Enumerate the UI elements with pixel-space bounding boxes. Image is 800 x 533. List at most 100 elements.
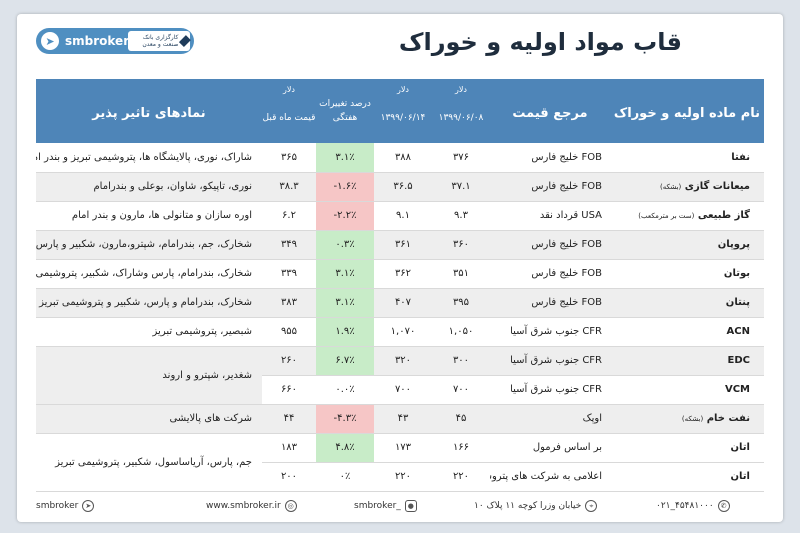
price-reference-cell: بر اساس فرمول: [490, 433, 610, 463]
prev-month-price-cell: ۳۶۵: [262, 143, 316, 173]
footer-address-text: خیابان وزرا کوچه ۱۱ پلاک ۱۰: [474, 501, 582, 511]
material-name-cell: نفتا: [610, 143, 764, 173]
header-price-reference: مرجع قیمت: [490, 79, 610, 143]
prev-month-price-cell: ۳۴۹: [262, 230, 316, 260]
material-name: بوتان: [723, 268, 750, 279]
affected-symbols-cell: شاراک، نوری، پالایشگاه ها، پتروشیمی تبری…: [36, 143, 262, 173]
weekly-change-cell: -۴.۳٪: [316, 404, 374, 434]
prev-month-price-cell: ۱۸۳: [262, 433, 316, 463]
affected-symbols-cell: شرکت های پالایشی: [36, 404, 262, 434]
weekly-change-cell: ۰.۰٪: [316, 375, 374, 405]
prev-month-price-cell: ۶۶۰: [262, 375, 316, 405]
weekly-change-cell: ۳.۱٪: [316, 143, 374, 173]
price-date1-cell: ۹.۳: [432, 201, 490, 231]
weekly-change-cell: ۶.۷٪: [316, 346, 374, 376]
bank-logo-mark: [179, 35, 192, 47]
prev-month-price-cell: ۳۸۳: [262, 288, 316, 318]
footer-website-text: www.smbroker.ir: [206, 501, 281, 511]
price-date1-cell: ۳۶۰: [432, 230, 490, 260]
price-reference-cell: CFR جنوب شرق آسیا: [490, 317, 610, 347]
price-date1-cell: ۳۷۶: [432, 143, 490, 173]
price-date1-cell: ۴۵: [432, 404, 490, 434]
prev-month-price-cell: ۶.۲: [262, 201, 316, 231]
material-name: اتان: [730, 442, 750, 453]
footer-telegram-text: smbroker: [36, 501, 79, 511]
telegram-icon: ➤: [82, 500, 95, 512]
material-name: EDC: [727, 355, 750, 366]
price-date2-cell: ۷۰۰: [374, 375, 432, 405]
price-reference-cell: FOB خلیج فارس: [490, 143, 610, 173]
table-row: نوری، تاپیکو، شاوان، بوعلی و بندرامام ۳۸.…: [36, 172, 764, 202]
material-name: میعانات گازی: [684, 181, 750, 192]
price-date1-cell: ۲۲۰: [432, 462, 490, 492]
material-name: ACN: [726, 326, 750, 337]
header-symbols: نمادهای تاثیر پذیر: [36, 79, 262, 143]
weekly-change-cell: ۳.۱٪: [316, 288, 374, 318]
affected-symbols-cell: اوره سازان و متانولی ها، مارون و بندر ام…: [36, 201, 262, 231]
weekly-change-cell: ۳.۱٪: [316, 259, 374, 289]
price-date1-cell: ۱۶۶: [432, 433, 490, 463]
affected-symbols-cell: شبصیر، پتروشیمی تبریز: [36, 317, 262, 347]
prev-month-price-cell: ۹۵۵: [262, 317, 316, 347]
footer-phone-text: ۰۲۱_۴۵۴۸۱۰۰۰: [656, 501, 714, 511]
header-material-name: نام ماده اولیه و خوراک: [610, 79, 764, 143]
footer-instagram-text: smbroker_: [354, 501, 401, 511]
footer-phone: ۰۲۱_۴۵۴۸۱۰۰۰ ✆: [656, 500, 730, 512]
affected-symbols-cell: شخارک، بندرامام و پارس، شکبیر و پتروشیمی…: [36, 288, 262, 318]
price-date2-cell: ۳۶۱: [374, 230, 432, 260]
telegram-icon: ➤: [41, 32, 59, 50]
affected-symbols-cell: نوری، تاپیکو، شاوان، بوعلی و بندرامام: [36, 172, 262, 202]
globe-icon: ◎: [284, 500, 297, 512]
material-name: گاز طبیعی: [697, 210, 750, 221]
material-name-cell: میعانات گازی (بشکه): [610, 172, 764, 202]
price-date2-cell: ۲۲۰: [374, 462, 432, 492]
price-date1-cell: ۳۰۰: [432, 346, 490, 376]
page-title: قاب مواد اولیه و خوراک: [398, 28, 682, 56]
price-date1-cell: ۳۷.۱: [432, 172, 490, 202]
material-name-cell: EDC: [610, 346, 764, 376]
price-date2-cell: ۳۶۲: [374, 259, 432, 289]
price-date2-cell: ۹.۱: [374, 201, 432, 231]
prev-month-price-cell: ۳۳۹: [262, 259, 316, 289]
weekly-change-cell: ۴.۸٪: [316, 433, 374, 463]
material-name: نفتا: [731, 151, 750, 163]
price-reference-cell: USA قرداد نقد: [490, 201, 610, 231]
table-row: جم، پارس، آریاساسول، شکبیر، پتروشیمی تبر…: [36, 433, 764, 492]
affected-symbols-cell: جم، پارس، آریاساسول، شکبیر، پتروشیمی تبر…: [36, 433, 262, 492]
weekly-change-cell: ۱.۹٪: [316, 317, 374, 347]
material-name-cell: اتان: [610, 433, 764, 463]
prices-table: نمادهای تاثیر پذیر دلار قیمت ماه قبل درص…: [36, 79, 764, 492]
price-reference-cell: FOB خلیج فارس: [490, 288, 610, 318]
material-name: VCM: [724, 384, 750, 395]
table-row: شرکت های پالایشی ۴۴ -۴.۳٪ ۴۳ ۴۵ اوپک نفت خام (…: [36, 404, 764, 434]
material-name-cell: گاز طبیعی (ست بر مترمکعب): [610, 201, 764, 231]
prev-month-price-cell: ۲۶۰: [262, 346, 316, 376]
price-reference-cell: FOB خلیج فارس: [490, 259, 610, 289]
price-date1-cell: ۳۹۵: [432, 288, 490, 318]
table-row: ۶۶۰ ۰.۰٪ ۷۰۰ ۷۰۰ CFR جنوب شرق آسیا VCM: [36, 375, 764, 405]
table-row: شخارک، جم، بندرامام، شپترو،مارون، شکبیر …: [36, 230, 764, 260]
price-date1-cell: ۳۵۱: [432, 259, 490, 289]
affected-symbols-cell: شخارک، جم، بندرامام، شپترو،مارون، شکبیر …: [36, 230, 262, 260]
smbroker-logo: ➤ smbroker کارگزاری بانک صنعت و معدن: [36, 28, 194, 54]
footer-instagram: smbroker_ ●: [354, 500, 417, 512]
price-reference-cell: اوپک: [490, 404, 610, 434]
material-name: اتان: [730, 471, 750, 482]
table-row: شاراک، نوری، پالایشگاه ها، پتروشیمی تبری…: [36, 143, 764, 173]
material-name: پنتان: [725, 297, 750, 308]
price-reference-cell: FOB خلیج فارس: [490, 230, 610, 260]
header-date1: دلار ۱۳۹۹/۰۶/۰۸: [432, 79, 490, 143]
logo-brand: smbroker: [65, 34, 130, 48]
table-row: شخارک، بندرامام، پارس وشاراک، شکبیر، پتر…: [36, 259, 764, 289]
header-prev-month: دلار قیمت ماه قبل: [262, 79, 316, 143]
material-name-cell: اتان: [610, 462, 764, 492]
affected-symbols-cell: شغدیر، شپترو و اروند: [36, 346, 262, 405]
location-icon: ⌖: [585, 500, 598, 512]
prev-month-price-cell: ۲۰۰: [262, 462, 316, 492]
footer-address: ⌖ خیابان وزرا کوچه ۱۱ پلاک ۱۰: [474, 500, 598, 512]
affected-symbols-cell: شخارک، بندرامام، پارس وشاراک، شکبیر، پتر…: [36, 259, 262, 289]
table-row: شبصیر، پتروشیمی تبریز ۹۵۵ ۱.۹٪ ۱,۰۷۰ ۱,۰۵۰ CF…: [36, 317, 764, 347]
price-reference-cell: CFR جنوب شرق آسیا: [490, 346, 610, 376]
footer-website: www.smbroker.ir ◎: [206, 500, 297, 512]
